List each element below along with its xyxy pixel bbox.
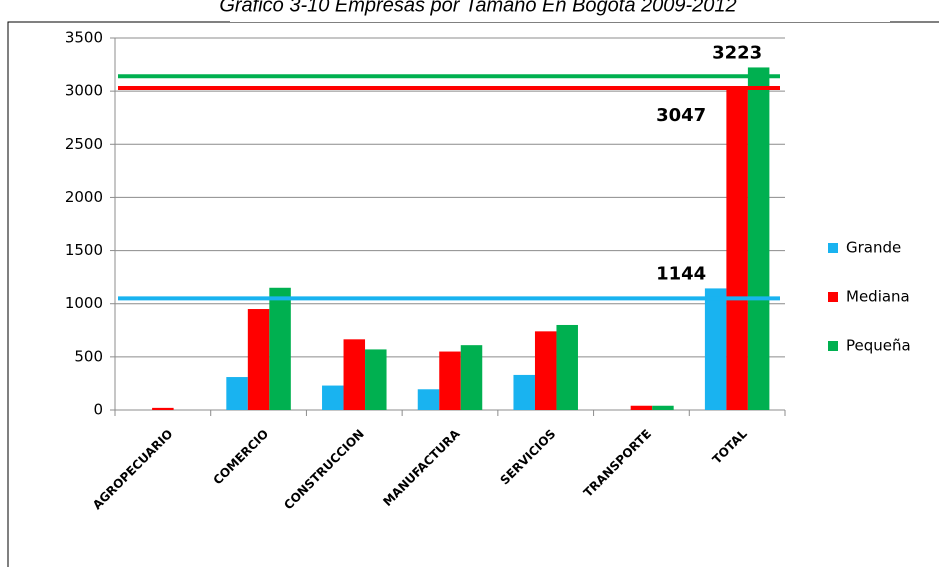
data-label: 3047 [656,105,706,126]
x-tick-label: CONSTRUCCION [281,427,367,513]
x-tick-label: TOTAL [710,426,750,466]
x-tick-label: MANUFACTURA [380,426,463,509]
y-tick-label: 2000 [65,188,103,206]
bar [513,374,535,410]
y-tick-label: 1500 [65,241,103,259]
y-tick-label: 3000 [65,82,103,100]
bar [726,86,748,410]
bar [704,288,727,410]
legend-label: Pequeña [846,337,911,355]
y-tick-label: 3500 [65,29,103,47]
bar [247,309,270,410]
bar [652,405,674,410]
y-tick-label: 1000 [65,294,103,312]
bar [322,385,344,410]
bar [460,345,483,410]
chart-border [7,21,939,567]
chart-title: Grafico 3-10 Empresas por Tamaño En Bogo… [219,0,736,16]
y-tick-label: 0 [93,401,103,419]
legend-swatch [828,243,838,253]
title-background [230,0,890,22]
bar [343,339,366,410]
bar [630,405,653,410]
y-tick-label: 2500 [65,135,103,153]
bar [269,287,291,410]
legend-label: Mediana [846,288,910,306]
y-tick-label: 500 [74,347,103,365]
bar [365,349,387,410]
bar [534,331,557,410]
legend-swatch [828,341,838,351]
x-tick-label: AGROPECUARIO [90,427,176,513]
legend-swatch [828,292,838,302]
legend-label: Grande [846,239,901,257]
bar [417,389,440,410]
bar [226,377,248,410]
bar [439,351,461,410]
data-label: 1144 [656,263,706,284]
bar [747,67,770,411]
x-tick-label: COMERCIO [210,427,271,488]
x-tick-label: TRANSPORTE [581,427,654,500]
data-label: 3223 [712,42,762,63]
bar [556,324,578,410]
bar [152,407,174,410]
x-tick-label: SERVICIOS [498,427,559,488]
